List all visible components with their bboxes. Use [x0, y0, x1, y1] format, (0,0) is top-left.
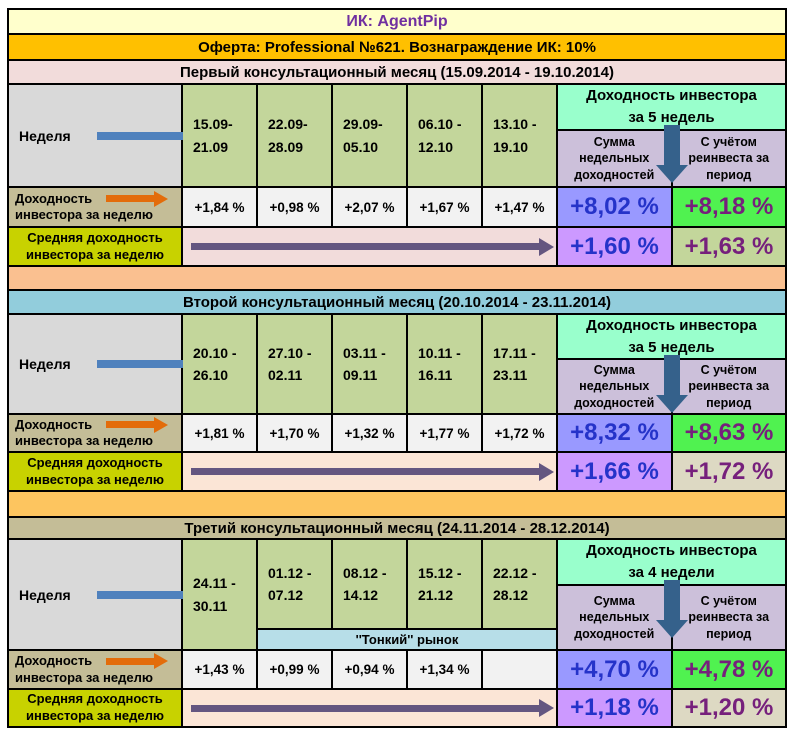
week-cell: 08.12 -14.12	[333, 540, 406, 628]
report-frame: ИК: AgentPip Оферта: Professional №621. …	[7, 8, 787, 728]
sum-down-arrow-icon	[656, 125, 688, 183]
week-cell: 29.09- 05.10	[333, 85, 406, 186]
sum-down-arrow-icon	[656, 355, 688, 413]
weekly-value: +1,32 %	[333, 415, 406, 451]
result-subheaders: Сумма недельных доходностей С учётом реи…	[558, 586, 785, 649]
reinvest-value: +8,63 %	[673, 415, 785, 451]
week-row-label: Неделя	[9, 315, 210, 413]
week-cell: 13.10 -19.10	[483, 85, 556, 186]
week-cell: 27.10 -02.11	[258, 315, 331, 413]
separator	[9, 492, 785, 516]
sum-header: Сумма недельных доходностей	[574, 594, 655, 641]
return-arrow-icon	[106, 190, 169, 207]
average-arrow-icon	[191, 237, 554, 256]
average-arrow-zone	[183, 453, 556, 490]
week-cell: 01.12 -07.12	[258, 540, 331, 628]
sum-value: +4,70 %	[558, 651, 671, 688]
weekly-value: +1,67 %	[408, 188, 481, 226]
reinvest-value: +4,78 %	[673, 651, 785, 688]
month-2-table: Неделя 20.10 -26.10 27.10 -02.11 03.11 -…	[9, 315, 785, 490]
month-3-table: Неделя 24.11 -30.11 01.12 -07.12 08.12 -…	[9, 540, 785, 726]
weekly-value	[483, 651, 556, 688]
sum-value: +8,32 %	[558, 415, 671, 451]
weekly-value: +1,72 %	[483, 415, 556, 451]
weekly-value: +2,07 %	[333, 188, 406, 226]
result-title: Доходность инвестора за 5 недель	[558, 315, 785, 360]
page-title: ИК: AgentPip	[9, 10, 785, 33]
result-header: Доходность инвестора за 4 недели Сумма н…	[558, 540, 785, 649]
week-cell: 10.11 -16.11	[408, 315, 481, 413]
reinvest-value: +8,18 %	[673, 188, 785, 226]
result-header: Доходность инвестора за 5 недель Сумма н…	[558, 315, 785, 413]
week-cell: 06.10 -12.10	[408, 85, 481, 186]
average-sum-value: +1,66 %	[558, 453, 671, 490]
average-sum-value: +1,18 %	[558, 690, 671, 726]
average-reinvest-value: +1,20 %	[673, 690, 785, 726]
week-row-label: Неделя	[9, 540, 210, 649]
weekly-value: +0,99 %	[258, 651, 331, 688]
average-arrow-zone	[183, 228, 556, 265]
average-arrow-icon	[191, 699, 554, 717]
average-reinvest-value: +1,63 %	[673, 228, 785, 265]
weekly-value: +1,77 %	[408, 415, 481, 451]
week-cell: 24.11 -30.11	[183, 540, 256, 649]
weekly-value: +1,81 %	[183, 415, 256, 451]
month-3-title: Третий консультационный месяц (24.11.201…	[9, 518, 785, 538]
average-reinvest-value: +1,72 %	[673, 453, 785, 490]
week-cell: 20.10 -26.10	[183, 315, 256, 413]
return-arrow-icon	[106, 416, 169, 433]
weekly-return-label: Доходность инвестора за неделю	[9, 651, 181, 688]
week-label: Неделя	[19, 356, 71, 372]
sum-value: +8,02 %	[558, 188, 671, 226]
weekly-return-label: Доходность инвестора за неделю	[9, 415, 181, 451]
week-cell: 22.09- 28.09	[258, 85, 331, 186]
separator	[9, 267, 785, 289]
month-1-table: Неделя 15.09- 21.09 22.09- 28.09 29.09- 05.…	[9, 85, 785, 265]
weekly-value: +1,34 %	[408, 651, 481, 688]
offer-line: Оферта: Professional №621. Вознаграждени…	[9, 35, 785, 59]
week-cell: 17.11 -23.11	[483, 315, 556, 413]
weekly-value: +1,43 %	[183, 651, 256, 688]
weekly-value: +1,84 %	[183, 188, 256, 226]
weekly-return-label: Доходность инвестора за неделю	[9, 188, 181, 226]
sum-down-arrow-icon	[656, 580, 688, 638]
week-cell: 22.12 -28.12	[483, 540, 556, 628]
weekly-value: +1,47 %	[483, 188, 556, 226]
average-return-label: Средняя доходность инвестора за неделю	[9, 690, 181, 726]
week-row-label: Неделя	[9, 85, 210, 186]
sum-header: Сумма недельных доходностей	[574, 363, 655, 410]
sum-header: Сумма недельных доходностей	[574, 135, 655, 182]
weekly-value: +0,98 %	[258, 188, 331, 226]
week-cell: 15.09- 21.09	[183, 85, 256, 186]
weekly-value: +1,70 %	[258, 415, 331, 451]
month-1-title: Первый консультационный месяц (15.09.201…	[9, 61, 785, 83]
thin-market-banner: ''Тонкий'' рынок	[258, 630, 556, 649]
average-return-label: Средняя доходность инвестора за неделю	[9, 228, 181, 265]
month-2-title: Второй консультационный месяц (20.10.201…	[9, 291, 785, 313]
return-arrow-icon	[106, 653, 169, 670]
week-label: Неделя	[19, 586, 71, 603]
average-return-label: Средняя доходность инвестора за неделю	[9, 453, 181, 490]
week-cell: 15.12 -21.12	[408, 540, 481, 628]
average-arrow-icon	[191, 462, 554, 481]
average-sum-value: +1,60 %	[558, 228, 671, 265]
week-cell: 03.11 -09.11	[333, 315, 406, 413]
average-arrow-zone	[183, 690, 556, 726]
weekly-value: +0,94 %	[333, 651, 406, 688]
week-label: Неделя	[19, 127, 71, 144]
result-header: Доходность инвестора за 5 недель Сумма н…	[558, 85, 785, 186]
